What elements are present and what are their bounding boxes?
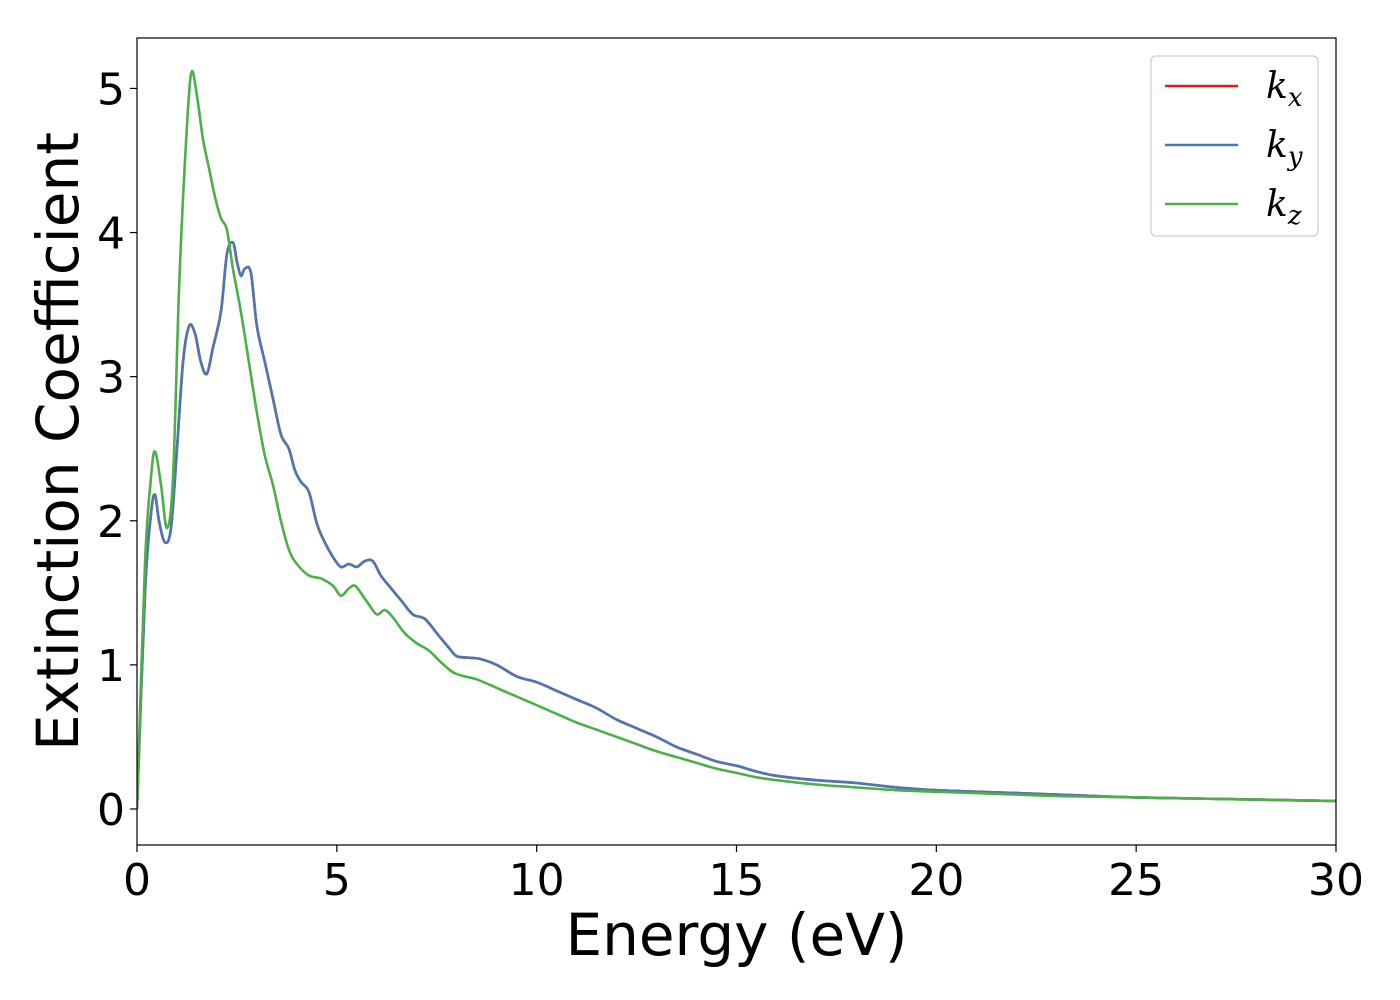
x-axis-title: Energy (eV) [565, 901, 907, 969]
y-tick-label: 1 [97, 641, 125, 692]
legend-label-x: kx [1266, 66, 1303, 113]
legend-label-z: kz [1266, 184, 1302, 231]
series-line-y [137, 240, 1336, 810]
y-axis-title: Extinction Coefficient [24, 132, 92, 751]
x-tick-label: 5 [323, 855, 351, 906]
x-axis-ticks: 0 5 10 15 20 25 30 [123, 845, 1364, 906]
y-tick-label: 2 [97, 497, 125, 548]
series-layer [137, 70, 1336, 810]
y-tick-label: 5 [97, 64, 125, 115]
legend-label-y: ky [1266, 125, 1303, 172]
y-tick-label: 4 [97, 209, 125, 260]
y-tick-label: 0 [97, 785, 125, 836]
x-tick-label: 15 [709, 855, 765, 906]
series-line-z [137, 70, 1336, 810]
y-axis-ticks: 0 1 2 3 4 5 [97, 64, 137, 836]
legend: kx ky kz [1150, 55, 1319, 237]
x-tick-label: 30 [1308, 855, 1364, 906]
x-tick-label: 20 [908, 855, 964, 906]
y-tick-label: 3 [97, 353, 125, 404]
x-tick-label: 0 [123, 855, 151, 906]
x-tick-label: 10 [509, 855, 565, 906]
x-tick-label: 25 [1108, 855, 1164, 906]
